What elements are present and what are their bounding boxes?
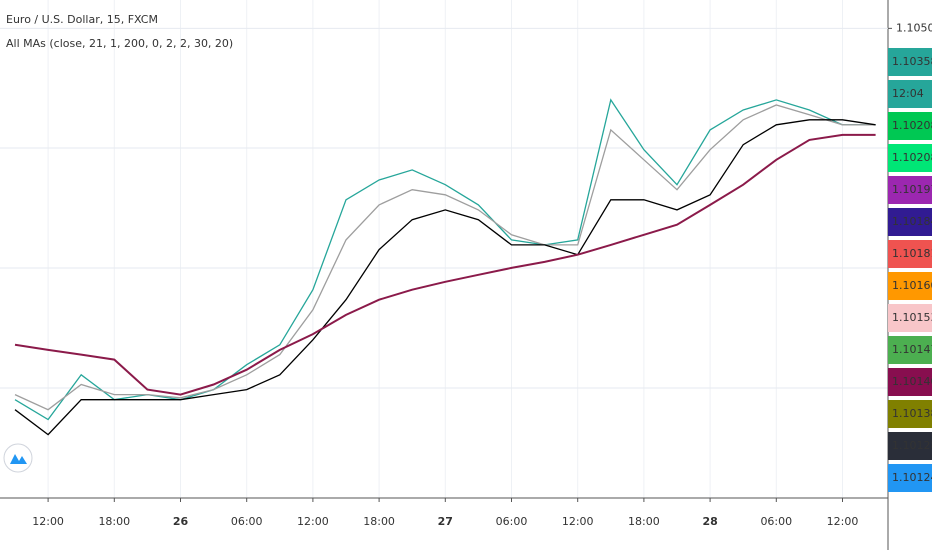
price-tag-box — [888, 432, 932, 460]
price-tag-label: 1.10184 — [892, 215, 932, 228]
price-tag: 1.10184 — [888, 208, 932, 236]
price-tag-label: 1.10138 — [892, 407, 932, 420]
price-tag-box — [888, 304, 932, 332]
x-tick-label: 18:00 — [363, 515, 395, 528]
price-tag-box — [888, 80, 932, 108]
price-tag-box — [888, 176, 932, 204]
price-tag-box — [888, 400, 932, 428]
y-tick-label: 1.10500 — [896, 21, 932, 34]
price-tag-label: 1.10128 — [892, 439, 932, 452]
logo[interactable] — [3, 443, 33, 473]
price-tag-label: 1.10358 — [892, 55, 932, 68]
indicator-label: All MAs (close, 21, 1, 200, 0, 2, 2, 30,… — [6, 37, 233, 50]
chart-title: Euro / U.S. Dollar, 15, FXCM — [6, 13, 158, 26]
x-tick-label: 06:00 — [496, 515, 528, 528]
x-tick-label: 18:00 — [628, 515, 660, 528]
price-tag-box — [888, 272, 932, 300]
price-tag: 1.10197 — [888, 176, 932, 204]
price-tag: 1.10138 — [888, 400, 932, 428]
x-tick-label: 06:00 — [760, 515, 792, 528]
ma-line — [14, 133, 876, 396]
price-tag-label: 1.10140 — [892, 375, 932, 388]
price-tag-label: 1.10208 — [892, 151, 932, 164]
ma-line — [14, 104, 876, 411]
price-tag-label: 1.10153 — [892, 311, 932, 324]
price-tag-label: 12:04 — [892, 87, 924, 100]
x-tick-label: 26 — [173, 515, 189, 528]
price-tag: 1.10208 — [888, 112, 932, 140]
price-tag-box — [888, 240, 932, 268]
x-tick-label: 18:00 — [98, 515, 130, 528]
price-tag: 1.10358 — [888, 48, 932, 76]
price-tag: 1.10153 — [888, 304, 932, 332]
price-tag: 1.10128 — [888, 432, 932, 460]
price-tag-box — [888, 464, 932, 492]
grid-layout — [0, 147, 888, 389]
price-tag-label: 1.10197 — [892, 183, 932, 196]
price-tag: 1.10147 — [888, 336, 932, 364]
price-tag: 1.10208 — [888, 144, 932, 172]
x-tick-label: 12:00 — [562, 515, 594, 528]
x-tick-label: 12:00 — [297, 515, 329, 528]
price-tag-label: 1.10147 — [892, 343, 932, 356]
price-tag-label: 1.10124 — [892, 471, 932, 484]
price-tag: 1.10124 — [888, 464, 932, 492]
price-tag-label: 1.10208 — [892, 119, 932, 132]
price-tag-box — [888, 48, 932, 76]
price-tag-box — [888, 336, 932, 364]
x-tick-label: 06:00 — [231, 515, 263, 528]
x-tick-label: 28 — [702, 515, 717, 528]
price-tag-box — [888, 144, 932, 172]
x-tick-label: 12:00 — [827, 515, 859, 528]
price-tag: 1.10140 — [888, 368, 932, 396]
x-tick-label: 27 — [438, 515, 453, 528]
price-tag-box — [888, 208, 932, 236]
price-tag-box — [888, 368, 932, 396]
price-tag: 1.10160 — [888, 272, 932, 300]
price-tag-box — [888, 112, 932, 140]
price-tag: 12:04 — [888, 80, 932, 108]
ma-line — [14, 119, 876, 436]
x-tick-label: 12:00 — [32, 515, 64, 528]
price-tag-label: 1.10160 — [892, 279, 932, 292]
